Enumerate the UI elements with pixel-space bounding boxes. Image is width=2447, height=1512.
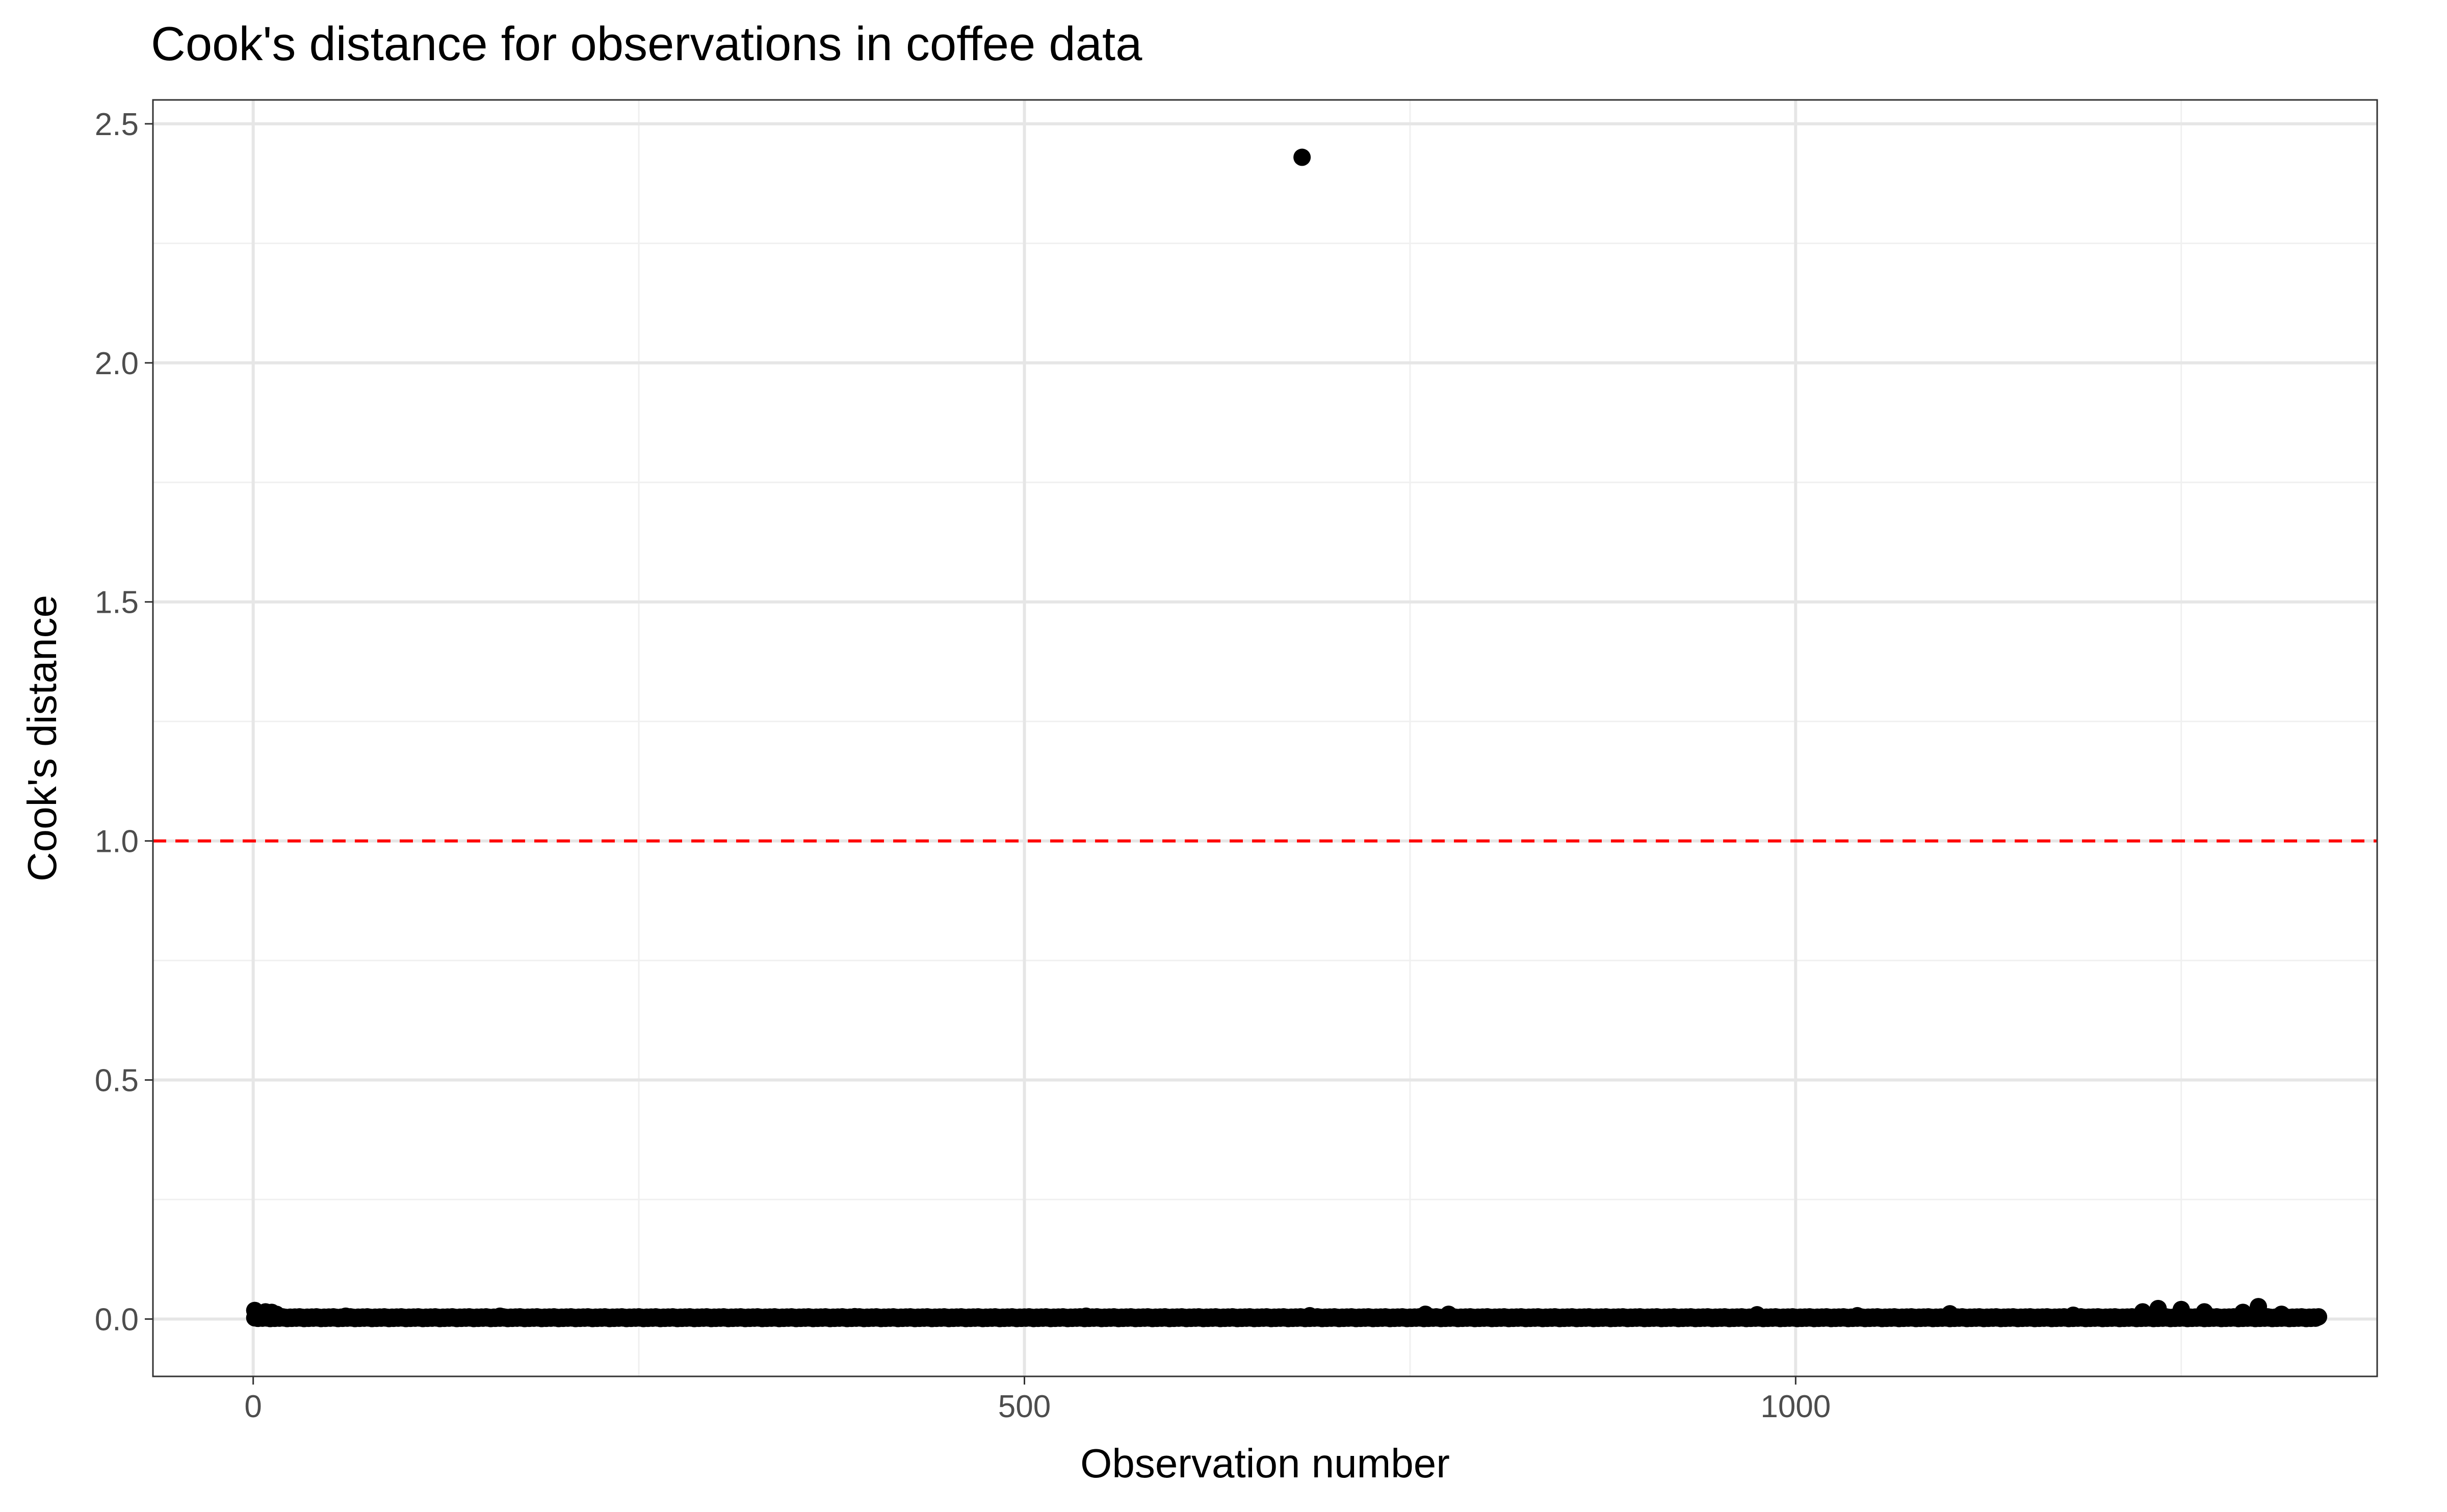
y-tick-label: 0.0 — [95, 1302, 139, 1337]
data-points — [246, 148, 2328, 1327]
data-point — [2234, 1304, 2252, 1321]
data-point — [2196, 1303, 2214, 1321]
data-point — [491, 1307, 509, 1325]
y-tick-label: 2.0 — [95, 346, 139, 381]
x-tick-label: 0 — [244, 1389, 262, 1424]
y-tick-label: 0.5 — [95, 1063, 139, 1099]
data-point — [1301, 1307, 1319, 1324]
data-point — [1077, 1307, 1095, 1325]
data-point — [2273, 1306, 2290, 1323]
data-point — [1849, 1307, 1866, 1324]
y-tick-label: 1.0 — [95, 824, 139, 859]
data-point — [1417, 1306, 1435, 1323]
x-tick-label: 500 — [998, 1389, 1051, 1424]
data-point — [2134, 1303, 2152, 1321]
x-tick-label: 1000 — [1760, 1389, 1831, 1424]
panel-border — [152, 99, 2378, 1377]
data-point — [2172, 1300, 2190, 1318]
chart-title: Cook's distance for observations in coff… — [151, 17, 1142, 70]
y-tick-label: 2.5 — [95, 107, 139, 142]
data-point — [2149, 1299, 2167, 1317]
axes: 0 500 1000 0.0 0.5 1.0 1.5 2.0 2.5 — [95, 107, 1831, 1424]
data-point — [2064, 1306, 2082, 1324]
data-point — [2250, 1298, 2268, 1316]
data-point — [1748, 1306, 1766, 1324]
data-point — [1941, 1305, 1959, 1323]
data-point — [1440, 1306, 1457, 1323]
y-tick-label: 1.5 — [95, 585, 139, 620]
data-point — [337, 1307, 355, 1325]
data-point — [268, 1306, 285, 1323]
y-axis-title: Cook's distance — [19, 595, 65, 881]
outlier-point — [1293, 148, 1311, 166]
x-axis-title: Observation number — [1080, 1441, 1450, 1486]
data-point — [846, 1308, 864, 1325]
data-point — [2310, 1308, 2328, 1326]
